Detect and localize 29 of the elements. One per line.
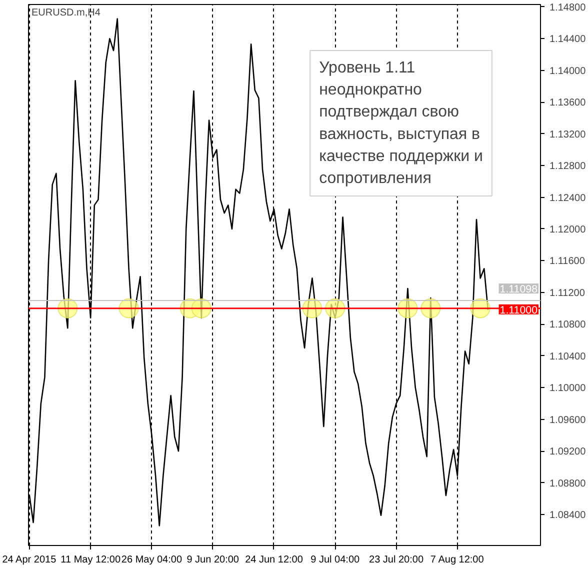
x-tick-label: 24 Apr 2015: [2, 554, 57, 566]
annotation: Уровень 1.11 неоднократно подтверждал свою важность, выступая в качестве поддержки и сопротивления: [319, 59, 483, 187]
y-tick-label: 1.10400: [550, 351, 586, 362]
ref-line-label: 1.11098: [500, 284, 538, 296]
chart-title: EURUSD.m,H4: [32, 8, 101, 18]
y-tick-label: 1.08800: [550, 478, 586, 490]
y-tick-label: 1.12400: [550, 192, 586, 204]
y-tick-label: 1.14800: [550, 2, 586, 14]
y-tick-label: 1.13200: [550, 129, 586, 140]
x-tick-label: 7 Aug 12:00: [430, 554, 484, 566]
y-tick-label: 1.09200: [550, 446, 586, 458]
y-tick-label: 1.13600: [550, 98, 586, 109]
x-tick-label: 23 Jul 20:00: [369, 554, 424, 566]
y-tick-label: 1.11200: [550, 288, 586, 299]
x-tick-label: 26 May 04:00: [121, 554, 182, 566]
y-tick-label: 1.14400: [550, 34, 586, 46]
x-tick-label: 11 May 12:00: [60, 554, 121, 566]
y-tick-label: 1.11600: [550, 256, 586, 268]
y-tick-label: 1.14000: [550, 66, 586, 77]
x-tick-label: 9 Jun 20:00: [186, 554, 240, 566]
ref-line-label: 1.11000: [500, 304, 538, 316]
y-tick-label: 1.10800: [550, 320, 586, 331]
y-tick-label: 1.12800: [550, 161, 586, 172]
y-tick-label: 1.08400: [550, 510, 586, 522]
y-tick-label: 1.12000: [550, 224, 586, 236]
y-tick-label: 1.10000: [550, 383, 586, 394]
x-tick-label: 24 Jun 12:00: [245, 554, 304, 566]
y-tick-label: 1.09600: [550, 414, 586, 426]
x-tick-label: 9 Jul 04:00: [310, 554, 360, 566]
